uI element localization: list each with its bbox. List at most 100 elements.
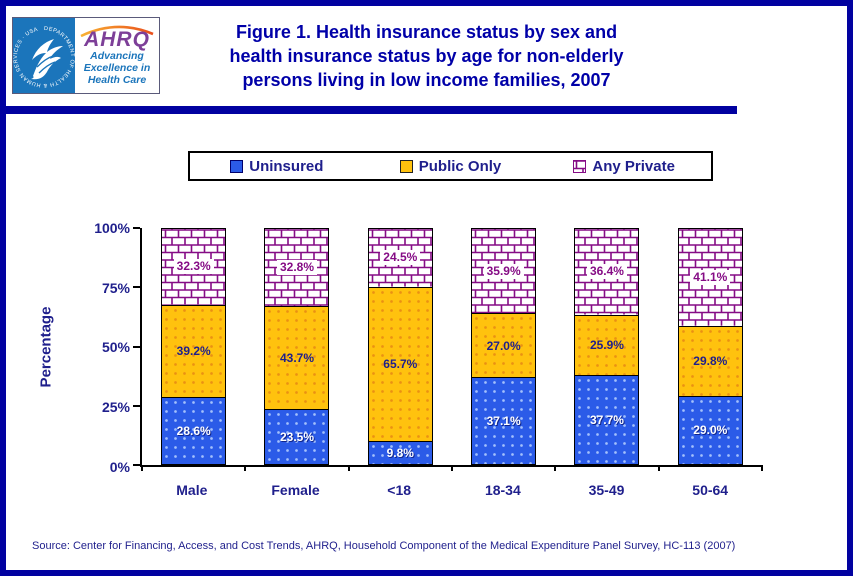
- bar-value-label: 39.2%: [176, 344, 211, 359]
- segment-uninsured-male: 28.6%: [162, 396, 226, 464]
- bar-value-label: 25.9%: [589, 338, 624, 353]
- x-tick-label: <18: [387, 482, 412, 498]
- bar-slot-18-34: 35.9% 27.0% 37.1%: [452, 228, 555, 465]
- legend-label: Public Only: [418, 157, 502, 175]
- y-axis-tick: [133, 464, 140, 466]
- x-tick-label: Female: [271, 482, 320, 498]
- segment-uninsured-35-49: 37.7%: [575, 375, 639, 464]
- bar-value-label: 29.0%: [693, 423, 728, 438]
- x-tick-label: 35-49: [588, 482, 625, 498]
- segment-uninsured-50-64: 29.0%: [678, 395, 742, 464]
- y-axis-tick: [133, 404, 140, 407]
- plot-area: 32.3% 39.2% 28.6% 32.8% 43.7% 23.5% 24.5% 65.7%…: [133, 227, 763, 471]
- title-line-3: persons living in low income families, 2…: [242, 70, 611, 90]
- stacked-bar-18-34: 35.9% 27.0% 37.1%: [471, 228, 537, 465]
- legend-item-uninsured: Uninsured: [190, 158, 364, 175]
- y-tick-label: 100%: [94, 220, 130, 236]
- title-line-2: health insurance status by age for non-e…: [229, 46, 624, 66]
- x-axis-tick: [657, 465, 660, 471]
- y-axis-tick: [133, 286, 140, 289]
- x-axis-tick: [141, 465, 143, 471]
- y-axis-title: Percentage: [37, 306, 55, 388]
- segment-uninsured-18: 9.8%: [368, 440, 432, 464]
- segment-public-50-64: 29.8%: [678, 325, 742, 396]
- tagline-line: Health Care: [87, 74, 147, 86]
- segment-public-35-49: 25.9%: [575, 314, 639, 376]
- stacked-bar-18: 24.5% 65.7% 9.8%: [367, 228, 433, 465]
- public-only-swatch-icon: [399, 159, 413, 173]
- any-private-swatch-icon: [573, 159, 587, 173]
- legend-label: Uninsured: [249, 157, 324, 175]
- bar-value-label: 24.5%: [380, 250, 421, 266]
- bar-value-label: 65.7%: [383, 357, 418, 372]
- source-note: Source: Center for Financing, Access, an…: [32, 540, 736, 552]
- segment-private-male: 32.3%: [162, 229, 226, 305]
- segment-private-50-64: 41.1%: [678, 229, 742, 326]
- y-tick-label: 0%: [109, 459, 130, 475]
- x-axis-tick: [554, 465, 557, 471]
- segment-private-female: 32.8%: [265, 229, 329, 307]
- ahrq-swoosh-icon: [80, 25, 154, 37]
- segment-public-18-34: 27.0%: [472, 313, 536, 377]
- title-line-1: Figure 1. Health insurance status by sex…: [235, 22, 618, 42]
- header-rule: [6, 106, 737, 114]
- bar-slot-male: 32.3% 39.2% 28.6%: [142, 228, 245, 465]
- legend-label: Any Private: [592, 157, 675, 175]
- x-tick-label: Male: [176, 482, 208, 498]
- bar-value-label: 41.1%: [690, 269, 731, 285]
- x-tick-label: 50-64: [692, 482, 729, 498]
- y-axis-tick: [133, 345, 140, 348]
- ahrq-logo: DEPARTMENT OF HEALTH & HUMAN SERVICES · …: [12, 17, 160, 94]
- bar-value-label: 29.8%: [693, 354, 728, 369]
- ahrq-wordmark: AHRQ Advancing Excellence in Health Care: [75, 18, 159, 93]
- bar-value-label: 28.6%: [176, 423, 211, 438]
- bar-value-label: 9.8%: [386, 445, 414, 460]
- segment-private-35-49: 36.4%: [575, 229, 639, 315]
- bar-value-label: 37.7%: [589, 413, 624, 428]
- segment-public-male: 39.2%: [162, 304, 226, 397]
- y-tick-label: 25%: [101, 399, 130, 415]
- bar-value-label: 43.7%: [279, 350, 314, 365]
- figure-title: Figure 1. Health insurance status by sex…: [0, 20, 853, 92]
- x-axis-tick: [244, 465, 247, 471]
- segment-uninsured-18-34: 37.1%: [472, 376, 536, 464]
- stacked-bar-35-49: 36.4% 25.9% 37.7%: [574, 228, 640, 465]
- legend-item-any-private: Any Private: [537, 158, 711, 175]
- tagline-line: Excellence in: [83, 62, 151, 74]
- stacked-bar-50-64: 41.1% 29.8% 29.0%: [677, 228, 743, 465]
- uninsured-swatch-icon: [230, 159, 244, 173]
- x-tick-label: 18-34: [484, 482, 521, 498]
- bar-slot-18: 24.5% 65.7% 9.8%: [349, 228, 452, 465]
- y-axis-tick: [133, 227, 140, 229]
- x-axis-tick: [347, 465, 350, 471]
- x-axis-labels: Male Female <18 18-34 35-49 50-64: [140, 482, 762, 498]
- x-axis-tick: [451, 465, 453, 471]
- hhs-seal-icon: DEPARTMENT OF HEALTH & HUMAN SERVICES · …: [13, 18, 75, 93]
- bar-value-label: 32.8%: [276, 260, 317, 276]
- chart-legend: Uninsured Public Only Any Private: [188, 151, 713, 181]
- tagline-line: Advancing: [90, 50, 144, 62]
- legend-item-public-only: Public Only: [364, 158, 538, 175]
- bar-value-label: 32.3%: [173, 259, 214, 275]
- y-tick-label: 50%: [101, 339, 130, 355]
- bar-value-label: 36.4%: [586, 264, 627, 280]
- segment-public-female: 43.7%: [265, 306, 329, 409]
- segment-private-18-34: 35.9%: [472, 229, 536, 314]
- segment-public-18: 65.7%: [368, 286, 432, 441]
- bar-slot-50-64: 41.1% 29.8% 29.0%: [659, 228, 762, 465]
- bar-slot-female: 32.8% 43.7% 23.5%: [245, 228, 348, 465]
- y-tick-label: 75%: [101, 280, 130, 296]
- segment-uninsured-female: 23.5%: [265, 408, 329, 464]
- bar-value-label: 23.5%: [279, 429, 314, 444]
- x-axis-tick: [761, 465, 763, 471]
- stacked-bar-male: 32.3% 39.2% 28.6%: [161, 228, 227, 465]
- ahrq-acronym: AHRQ: [84, 28, 150, 51]
- bar-slot-35-49: 36.4% 25.9% 37.7%: [555, 228, 658, 465]
- bar-value-label: 35.9%: [483, 263, 524, 279]
- bar-value-label: 27.0%: [486, 338, 521, 353]
- bar-value-label: 37.1%: [486, 413, 521, 428]
- segment-private-18: 24.5%: [368, 229, 432, 287]
- ahrq-tagline: Advancing Excellence in Health Care: [84, 50, 151, 86]
- stacked-bar-female: 32.8% 43.7% 23.5%: [264, 228, 330, 465]
